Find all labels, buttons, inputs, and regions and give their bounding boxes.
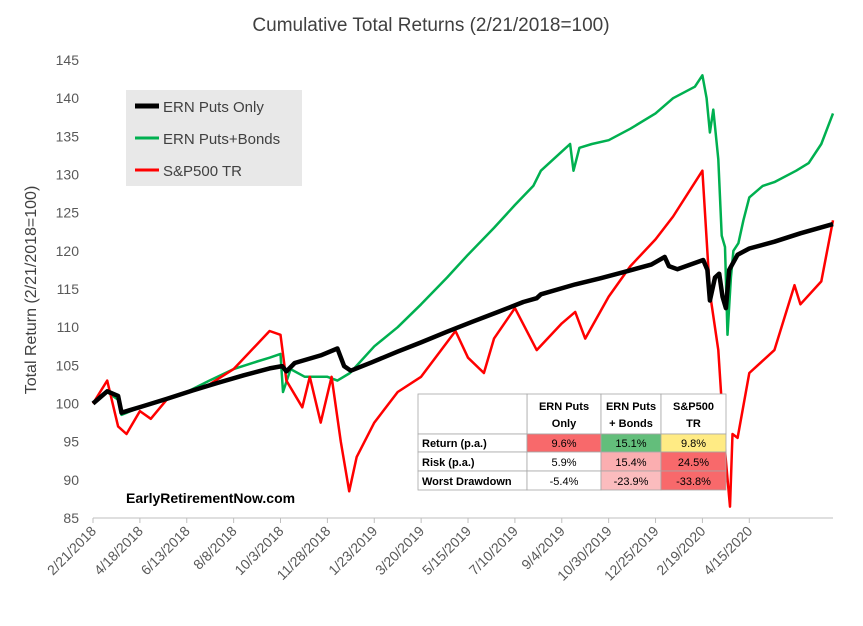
y-tick-label: 110 xyxy=(57,319,80,335)
y-axis-title: Total Return (2/21/2018=100) xyxy=(23,186,40,395)
watermark: EarlyRetirementNow.com xyxy=(126,490,295,506)
table-corner-cell xyxy=(417,393,528,435)
table-value: 15.4% xyxy=(615,457,646,469)
table-header-line1: ERN Puts xyxy=(606,401,656,413)
plot-area xyxy=(91,74,835,508)
table-header-cell xyxy=(660,393,727,435)
table-row-label: Risk (p.a.) xyxy=(422,457,475,469)
y-tick-label: 85 xyxy=(63,510,79,526)
legend-label-ern-puts-only: ERN Puts Only xyxy=(163,99,264,116)
table-value: 15.1% xyxy=(615,438,646,450)
y-tick-label: 115 xyxy=(57,281,80,297)
table-header-line2: Only xyxy=(552,418,577,430)
legend-label-ern-puts-bonds: ERN Puts+Bonds xyxy=(163,131,280,148)
legend-label-sp500: S&P500 TR xyxy=(163,163,242,180)
table-value: 9.6% xyxy=(551,438,576,450)
table-row-label: Return (p.a.) xyxy=(422,438,487,450)
table-header-line1: ERN Puts xyxy=(539,401,589,413)
table-value: -5.4% xyxy=(550,476,579,488)
table-value-cell xyxy=(660,470,727,491)
table-header-line2: + Bonds xyxy=(609,418,653,430)
y-tick-label: 120 xyxy=(56,243,80,259)
y-tick-label: 145 xyxy=(56,52,80,68)
series-line-ern-puts-bonds xyxy=(92,74,835,417)
table-row-label: Worst Drawdown xyxy=(422,476,512,488)
table-value: 5.9% xyxy=(551,457,576,469)
table-header-line1: S&P500 xyxy=(673,401,714,413)
y-tick-label: 100 xyxy=(56,396,80,412)
table-header-cell xyxy=(526,393,602,435)
series-line-ern-puts-only xyxy=(91,221,834,415)
y-tick-label: 135 xyxy=(56,128,80,144)
table-value: -23.9% xyxy=(614,476,649,488)
chart-title: Cumulative Total Returns (2/21/2018=100) xyxy=(252,15,609,36)
legend: ERN Puts Only ERN Puts+Bonds S&P500 TR xyxy=(126,90,302,186)
table-header-cell xyxy=(600,393,662,435)
table-header-line2: TR xyxy=(686,418,701,430)
y-axis: 85 90 95 100 105 110 115 120 125 130 135 140 145 xyxy=(56,52,80,526)
table-value: 24.5% xyxy=(678,457,709,469)
y-tick-label: 90 xyxy=(63,472,79,488)
table-value: -33.8% xyxy=(676,476,711,488)
y-tick-label: 95 xyxy=(63,434,79,450)
y-tick-label: 140 xyxy=(56,90,80,106)
y-tick-label: 130 xyxy=(56,167,80,183)
y-tick-label: 125 xyxy=(56,205,80,221)
y-tick-label: 105 xyxy=(56,357,80,373)
stats-table: ERN Puts Only ERN Puts + Bonds S&P500 TR Retur… xyxy=(417,393,727,491)
table-value: 9.8% xyxy=(681,438,706,450)
